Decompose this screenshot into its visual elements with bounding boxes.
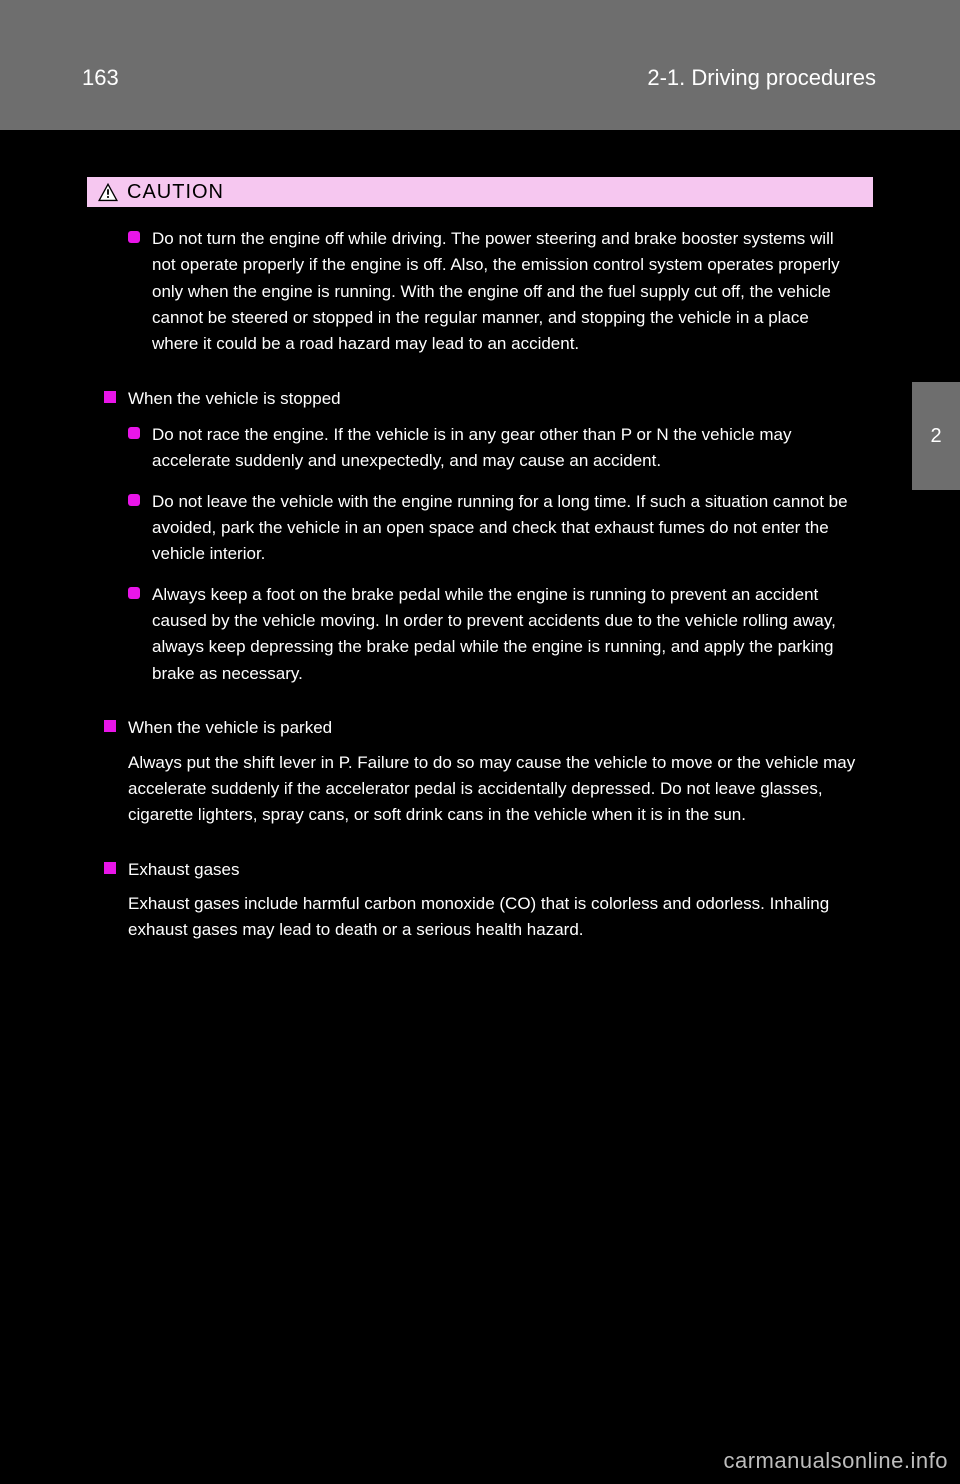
bullet-text: Do not leave the vehicle with the engine… xyxy=(152,489,856,568)
caution-body: Do not turn the engine off while driving… xyxy=(86,208,874,944)
section-title: 2-1. Driving procedures xyxy=(647,65,876,91)
bullet-text: Always keep a foot on the brake pedal wh… xyxy=(152,582,856,687)
section-heading-row: When the vehicle is parked xyxy=(104,715,856,741)
bullet-item: Always keep a foot on the brake pedal wh… xyxy=(128,582,856,687)
bullet-text: Do not race the engine. If the vehicle i… xyxy=(152,422,856,475)
chapter-tab: 2 xyxy=(912,382,960,490)
section-heading: When the vehicle is parked xyxy=(128,715,856,741)
page-number: 163 xyxy=(82,65,119,91)
caution-banner: CAUTION xyxy=(86,176,874,208)
content-area: CAUTION Do not turn the engine off while… xyxy=(86,176,874,944)
watermark: carmanualsonline.info xyxy=(723,1448,948,1474)
bullet-item: Do not turn the engine off while driving… xyxy=(104,226,856,358)
caution-label: CAUTION xyxy=(127,181,224,204)
chapter-number: 2 xyxy=(930,425,941,448)
square-icon xyxy=(104,391,116,403)
bullet-icon xyxy=(128,231,140,243)
sub-bullet-list: Do not race the engine. If the vehicle i… xyxy=(104,422,856,687)
bullet-icon xyxy=(128,494,140,506)
section-body: Exhaust gases include harmful carbon mon… xyxy=(104,891,856,944)
section-heading-row: When the vehicle is stopped xyxy=(104,386,856,412)
bullet-item: Do not leave the vehicle with the engine… xyxy=(128,489,856,568)
section-block: Exhaust gases Exhaust gases include harm… xyxy=(104,857,856,944)
warning-icon xyxy=(97,182,119,202)
section-body: Always put the shift lever in P. Failure… xyxy=(104,750,856,829)
bullet-text: Do not turn the engine off while driving… xyxy=(152,226,856,358)
bullet-icon xyxy=(128,587,140,599)
manual-page: 163 2-1. Driving procedures 2 CAUTION Do… xyxy=(0,0,960,1484)
section-heading: Exhaust gases xyxy=(128,857,856,883)
bullet-icon xyxy=(128,427,140,439)
square-icon xyxy=(104,862,116,874)
bullet-item: Do not race the engine. If the vehicle i… xyxy=(128,422,856,475)
square-icon xyxy=(104,720,116,732)
header-band: 163 2-1. Driving procedures xyxy=(0,0,960,130)
section-heading-row: Exhaust gases xyxy=(104,857,856,883)
section-heading: When the vehicle is stopped xyxy=(128,386,856,412)
section-block: When the vehicle is stopped Do not race … xyxy=(104,386,856,687)
section-block: When the vehicle is parked Always put th… xyxy=(104,715,856,828)
